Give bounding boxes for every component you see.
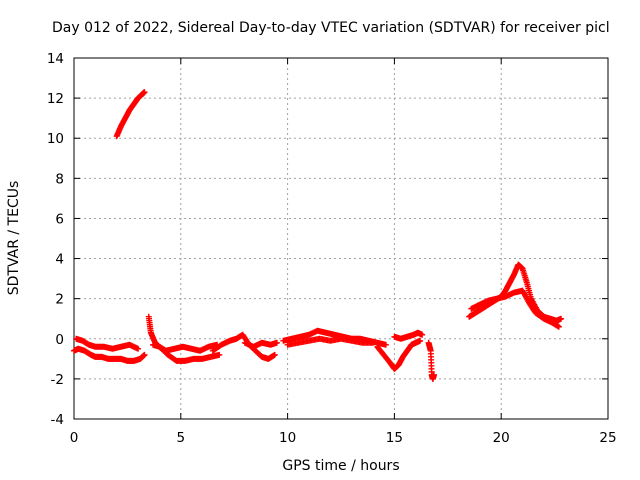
x-tick-label: 15 — [386, 430, 403, 446]
series-arc-mid-4 — [241, 339, 280, 350]
y-tick-label: 4 — [55, 252, 64, 268]
plot-frame — [73, 57, 609, 420]
data-point — [370, 339, 377, 346]
data-point — [135, 345, 142, 352]
y-tick-label: 2 — [55, 292, 64, 308]
y-tick-label: 12 — [47, 91, 64, 107]
y-tick-label: -4 — [51, 412, 64, 428]
data-points — [71, 89, 565, 382]
data-point — [417, 337, 424, 344]
series-arc-drop — [425, 339, 437, 382]
data-point — [141, 351, 148, 358]
series-arc-mid-2 — [150, 341, 221, 354]
series-arc-afternoon-2 — [284, 335, 377, 348]
y-axis-label: SDTVAR / TECUs — [6, 181, 22, 296]
data-point — [382, 341, 389, 348]
y-tick-label: 10 — [47, 131, 64, 147]
series-arc-early-1 — [71, 345, 148, 364]
data-point — [419, 331, 426, 338]
data-point — [558, 315, 565, 322]
y-tick-label: 6 — [55, 211, 64, 227]
x-axis-label: GPS time / hours — [282, 458, 399, 474]
y-tick-label: 8 — [55, 171, 64, 187]
data-point — [271, 351, 278, 358]
series-arc-evening-2 — [468, 287, 562, 330]
x-tick-label: 10 — [279, 430, 296, 446]
data-point — [273, 339, 280, 346]
grid-lines — [74, 58, 608, 419]
x-tick-label: 0 — [70, 430, 79, 446]
y-tick-label: 14 — [47, 51, 64, 67]
series-arc-afternoon-4 — [391, 329, 426, 342]
series-arc-afternoon-3 — [374, 337, 424, 372]
data-point — [216, 351, 223, 358]
data-point — [555, 323, 562, 330]
x-axis-ticks: 0 5 10 15 20 25 — [70, 58, 617, 446]
x-tick-label: 5 — [177, 430, 186, 446]
data-point — [141, 89, 148, 96]
x-tick-label: 20 — [493, 430, 510, 446]
series-arc-early-2 — [73, 335, 142, 352]
data-point — [430, 371, 437, 378]
y-tick-label: 0 — [55, 332, 64, 348]
chart-title: Day 012 of 2022, Sidereal Day-to-day VTE… — [52, 20, 610, 36]
series-arc-upper-high — [113, 89, 148, 140]
y-tick-label: -2 — [51, 372, 64, 388]
x-tick-label: 25 — [599, 430, 616, 446]
